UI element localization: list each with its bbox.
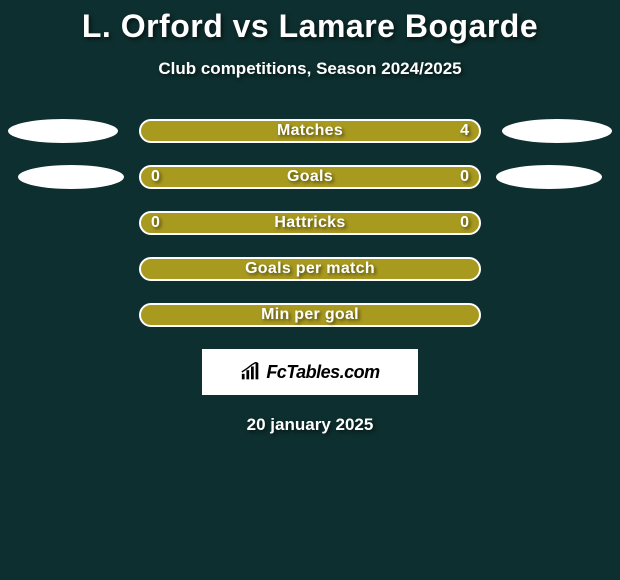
player-right-ellipse-icon xyxy=(502,119,612,143)
stat-label: Min per goal xyxy=(261,306,359,324)
stat-row: 0 Hattricks 0 xyxy=(0,211,620,235)
stat-bar: Matches 4 xyxy=(139,119,481,143)
stat-value-left: 0 xyxy=(151,168,160,186)
stat-bar: Min per goal xyxy=(139,303,481,327)
page-title: L. Orford vs Lamare Bogarde xyxy=(0,8,620,45)
stat-row: 0 Goals 0 xyxy=(0,165,620,189)
stat-bar: 0 Hattricks 0 xyxy=(139,211,481,235)
stat-row: Matches 4 xyxy=(0,119,620,143)
stat-rows: Matches 4 0 Goals 0 0 Hattricks 0 xyxy=(0,119,620,327)
watermark-logo: FcTables.com xyxy=(202,349,418,395)
stat-label: Goals per match xyxy=(245,260,375,278)
player-right-ellipse-icon xyxy=(496,165,602,189)
stat-label: Hattricks xyxy=(274,214,345,232)
player-left-ellipse-icon xyxy=(18,165,124,189)
stat-value-right: 0 xyxy=(460,168,469,186)
snapshot-date: 20 january 2025 xyxy=(0,415,620,435)
stat-bar: Goals per match xyxy=(139,257,481,281)
stat-label: Matches xyxy=(277,122,343,140)
chart-icon xyxy=(240,362,262,382)
stat-value-right: 4 xyxy=(460,122,469,140)
stat-value-left: 0 xyxy=(151,214,160,232)
page-subtitle: Club competitions, Season 2024/2025 xyxy=(0,59,620,79)
comparison-infographic: L. Orford vs Lamare Bogarde Club competi… xyxy=(0,0,620,435)
stat-value-right: 0 xyxy=(460,214,469,232)
player-left-ellipse-icon xyxy=(8,119,118,143)
stat-row: Goals per match xyxy=(0,257,620,281)
stat-row: Min per goal xyxy=(0,303,620,327)
watermark-text: FcTables.com xyxy=(266,362,379,383)
stat-label: Goals xyxy=(287,168,333,186)
stat-bar: 0 Goals 0 xyxy=(139,165,481,189)
